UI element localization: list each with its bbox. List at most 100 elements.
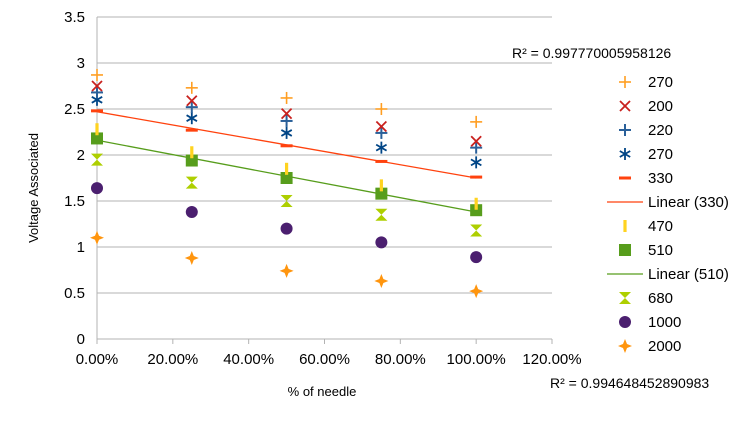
data-point: [379, 179, 383, 192]
data-point: [190, 146, 194, 159]
data-point: [619, 124, 631, 136]
data-point: [470, 141, 483, 154]
data-point: [185, 101, 198, 114]
y-axis-title: Voltage Associated: [26, 133, 41, 243]
data-point: [375, 120, 388, 133]
y-tick-label: 1: [77, 239, 85, 256]
legend-item: Linear (510): [607, 266, 729, 283]
gridlines: [97, 16, 552, 340]
legend-label: Linear (510): [648, 266, 729, 283]
x-tick-label: 60.00%: [299, 351, 350, 368]
data-point: [470, 156, 482, 169]
legend-label: 220: [648, 122, 673, 139]
data-point: [619, 176, 631, 180]
r-squared-top: R² = 0.997770005958126: [512, 45, 671, 61]
data-point: [280, 91, 293, 104]
y-tick-label: 3: [77, 55, 85, 72]
legend-item: Linear (330): [607, 194, 729, 211]
data-point: [91, 153, 103, 166]
data-point: [91, 109, 103, 113]
data-point: [469, 284, 484, 299]
y-tick-label: 2.5: [64, 101, 85, 118]
data-point: [185, 206, 198, 219]
legend-label: 510: [648, 242, 673, 259]
data-point: [619, 148, 631, 160]
data-point: [280, 144, 293, 148]
data-point: [185, 154, 198, 167]
y-tick-label: 0: [77, 331, 85, 348]
data-point: [470, 175, 483, 179]
y-tick-label: 0.5: [64, 285, 85, 302]
data-point: [280, 195, 293, 207]
data-point: [470, 115, 483, 128]
data-point: [619, 100, 631, 112]
legend-label: 270: [648, 146, 673, 163]
x-axis-title: % of needle: [288, 384, 357, 399]
data-point: [90, 230, 104, 245]
legend-item: 270: [619, 146, 673, 163]
data-point: [91, 86, 103, 99]
data-point: [91, 80, 103, 92]
data-point: [280, 107, 293, 120]
legend-item: 270: [619, 74, 673, 91]
legend-item: 330: [619, 170, 673, 187]
data-point: [619, 76, 631, 88]
data-point: [185, 128, 198, 132]
data-point: [470, 204, 483, 217]
legend-label: 2000: [648, 338, 681, 355]
legend-label: 200: [648, 98, 673, 115]
data-point: [375, 103, 388, 115]
data-point: [279, 263, 294, 278]
x-tick-label: 120.00%: [522, 351, 581, 368]
data-point: [186, 95, 198, 107]
y-tick-labels: 0 0.5 1 1.5 2 2.5 3 3.5: [64, 9, 85, 348]
legend-item: 2000: [618, 338, 681, 355]
data-point: [91, 132, 103, 145]
data-point: [280, 114, 293, 127]
data-point: [470, 251, 483, 264]
legend-label: 270: [648, 74, 673, 91]
legend-label: 680: [648, 290, 673, 307]
data-point: [375, 208, 388, 221]
data-point: [185, 81, 198, 94]
data-point: [375, 126, 388, 139]
legend-item: 200: [619, 98, 673, 115]
data-point: [186, 112, 198, 125]
data-point: [474, 197, 478, 210]
data-point: [284, 162, 289, 175]
legend-item: 680: [619, 290, 673, 307]
x-tick-label: 80.00%: [375, 351, 426, 368]
y-tick-label: 3.5: [64, 9, 85, 26]
legend-label: 470: [648, 218, 673, 235]
data-point: [280, 222, 293, 235]
data-point: [280, 126, 293, 139]
y-tick-label: 2: [77, 147, 85, 164]
legend-item: 510: [619, 242, 673, 259]
legend-item: 470: [623, 218, 673, 235]
legend-label: 330: [648, 170, 673, 187]
legend: 270 200 220 270 330 Linear (330) 470 510 Linear …: [607, 74, 729, 355]
x-tick-label: 40.00%: [223, 351, 274, 368]
data-point: [470, 135, 482, 147]
data-point: [280, 172, 293, 184]
legend-item: 1000: [619, 314, 681, 331]
data-point: [375, 159, 388, 163]
legend-label: 1000: [648, 314, 681, 331]
r-squared-bottom: R² = 0.994648452890983: [550, 375, 709, 391]
legend-item: 220: [619, 122, 673, 139]
data-point: [470, 224, 483, 237]
data-point: [184, 251, 199, 266]
axes: [96, 17, 553, 344]
data-point: [618, 339, 632, 353]
x-tick-label: 100.00%: [447, 351, 506, 368]
data-point: [374, 274, 389, 289]
data-point: [91, 182, 103, 195]
data-point: [375, 187, 388, 200]
data-point: [619, 292, 631, 304]
data-point: [91, 68, 103, 81]
x-tick-labels: 0.00% 20.00% 40.00% 60.00% 80.00% 100.00% 120.…: [76, 351, 582, 368]
legend-label: Linear (330): [648, 194, 729, 211]
y-tick-label: 1.5: [64, 193, 85, 210]
data-point: [619, 244, 631, 256]
